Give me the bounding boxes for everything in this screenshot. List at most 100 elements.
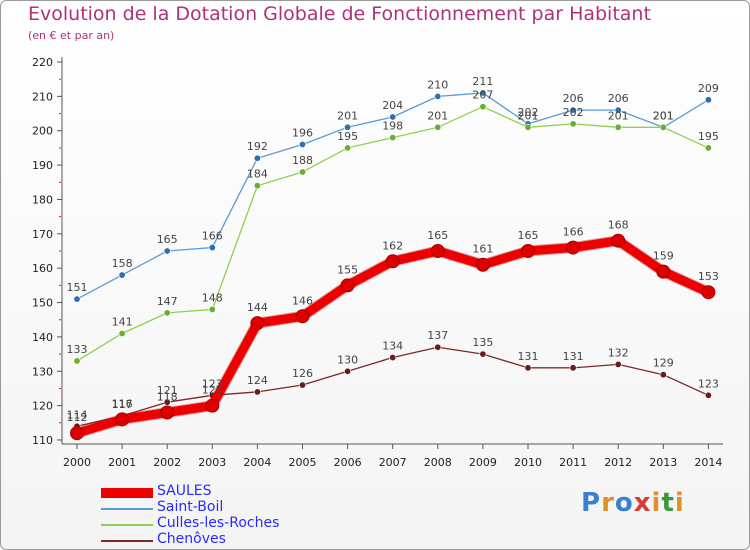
chart-subtitle: (en € et par an) (28, 29, 115, 42)
data-label-cheno-ves: 130 (337, 353, 358, 366)
data-point-saint-boil (118, 271, 126, 279)
data-point-saint-boil (208, 244, 216, 252)
data-point-saules (611, 233, 626, 248)
data-label-culles-les-roches: 201 (608, 109, 629, 122)
data-point-culles-les-roches (298, 168, 306, 176)
data-label-culles-les-roches: 195 (337, 130, 358, 143)
y-tick-label: 170 (32, 228, 53, 241)
data-point-saint-boil (344, 123, 352, 131)
data-label-culles-les-roches: 188 (292, 154, 313, 167)
data-point-cheno-ves (704, 391, 712, 399)
data-point-cheno-ves (253, 388, 261, 396)
data-label-saint-boil: 151 (67, 281, 88, 294)
data-point-saules (160, 405, 175, 420)
data-point-saules (340, 278, 355, 293)
data-point-saint-boil (298, 140, 306, 148)
data-point-culles-les-roches (208, 305, 216, 313)
x-ticks: 2000 2001 2002 2003 2004 2005 2006 2007 2008 2009… (63, 444, 722, 469)
data-point-saules (430, 244, 445, 258)
data-label-saint-boil: 158 (112, 257, 133, 270)
y-minor-tick (59, 250, 61, 252)
data-point-culles-les-roches (524, 123, 532, 131)
data-label-culles-les-roches: 207 (472, 89, 493, 102)
x-tick-label: 2014 (694, 456, 722, 469)
data-point-culles-les-roches (389, 134, 397, 142)
data-label-culles-les-roches: 133 (67, 343, 88, 356)
data-label-cheno-ves: 129 (653, 357, 674, 370)
data-label-saint-boil: 211 (472, 75, 493, 88)
data-label-saint-boil: 166 (202, 230, 223, 243)
y-tick-label: 130 (32, 365, 53, 378)
data-label-saint-boil: 201 (653, 109, 674, 122)
data-label-saint-boil: 196 (292, 126, 313, 139)
data-point-saules (250, 316, 265, 331)
y-minor-tick (59, 216, 61, 218)
data-point-saules (656, 264, 671, 279)
data-point-saules (701, 285, 716, 300)
data-label-cheno-ves: 123 (698, 377, 719, 390)
data-label-saint-boil: 206 (608, 92, 629, 105)
legend-swatch-chenoves (101, 540, 153, 542)
data-label-saules: 159 (653, 250, 674, 263)
chart-title: Evolution de la Dotation Globale de Fonc… (28, 3, 651, 25)
data-point-saint-boil (389, 113, 397, 121)
data-label-cheno-ves: 132 (608, 346, 629, 359)
data-label-saules: 165 (518, 229, 539, 242)
data-point-saules (295, 309, 310, 324)
data-label-saint-boil: 192 (247, 140, 268, 153)
y-minor-tick (59, 422, 61, 424)
data-label-saules: 120 (202, 384, 223, 397)
y-tick-label: 180 (32, 193, 53, 206)
data-point-culles-les-roches (344, 144, 352, 152)
y-tick-label: 190 (32, 159, 53, 172)
x-tick-label: 2010 (514, 456, 542, 469)
data-point-cheno-ves (434, 343, 442, 351)
data-label-saules: 146 (292, 294, 313, 307)
data-label-cheno-ves: 134 (382, 340, 403, 353)
data-point-saint-boil (73, 295, 81, 303)
y-tick-label: 110 (32, 434, 53, 447)
data-label-culles-les-roches: 195 (698, 130, 719, 143)
data-point-saules (205, 398, 220, 413)
data-point-saint-boil (479, 89, 487, 97)
series-line-saules (75, 236, 711, 438)
y-tick-label: 210 (32, 90, 53, 103)
x-tick-label: 2005 (289, 456, 317, 469)
y-ticks: 110 120 130 140 150 160 170 180 190 200 210 220 (32, 56, 62, 447)
data-label-culles-les-roches: 202 (563, 106, 584, 119)
y-minor-tick (59, 353, 61, 355)
data-label-culles-les-roches: 184 (247, 168, 268, 181)
data-point-cheno-ves (569, 364, 577, 372)
logo-letter: P (581, 488, 602, 518)
logo-letter: o (614, 488, 634, 518)
data-point-cheno-ves (389, 354, 397, 362)
data-label-saules: 118 (157, 391, 178, 404)
data-label-saint-boil: 202 (518, 106, 539, 119)
x-tick-label: 2006 (334, 456, 362, 469)
data-point-culles-les-roches (434, 123, 442, 131)
data-label-saint-boil: 201 (337, 109, 358, 122)
y-tick-label: 200 (32, 125, 53, 138)
data-point-saules (566, 240, 581, 255)
data-point-cheno-ves (524, 364, 532, 372)
data-label-cheno-ves: 126 (292, 367, 313, 380)
data-label-saint-boil: 209 (698, 82, 719, 95)
data-label-saint-boil: 210 (427, 78, 448, 91)
logo-letter: x (633, 488, 652, 518)
data-label-saint-boil: 204 (382, 99, 403, 112)
y-minor-tick (59, 284, 61, 286)
data-point-cheno-ves (163, 398, 171, 406)
logo-letter: r (601, 488, 615, 518)
data-label-saules: 168 (608, 219, 629, 232)
data-label-culles-les-roches: 201 (427, 109, 448, 122)
data-label-cheno-ves: 135 (472, 336, 493, 349)
data-label-culles-les-roches: 148 (202, 291, 223, 304)
y-minor-tick (59, 113, 61, 115)
data-point-culles-les-roches (704, 144, 712, 152)
data-point-culles-les-roches (614, 123, 622, 131)
data-point-saint-boil (614, 106, 622, 114)
y-minor-tick (59, 78, 61, 80)
legend-swatch-culles (101, 524, 153, 526)
